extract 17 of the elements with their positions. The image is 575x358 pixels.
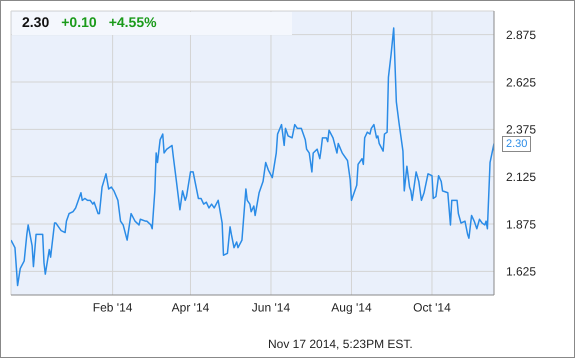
y-tick-label: 2.375 xyxy=(506,122,536,137)
annotation: +0.10 xyxy=(61,14,97,30)
x-tick-label: Jun '14 xyxy=(252,300,290,315)
annotation: +4.55% xyxy=(108,14,157,30)
y-tick-label: 2.625 xyxy=(506,75,536,90)
chart-title: 2.30 xyxy=(22,14,50,30)
text: Nov 17 2014, 5:23PM EST. xyxy=(268,337,413,351)
y-tick-label: 1.625 xyxy=(506,264,536,279)
y-tick-label: 2.125 xyxy=(506,170,536,184)
y-tick-label: 2.875 xyxy=(506,28,536,42)
x-tick-label: Apr '14 xyxy=(172,300,210,315)
x-tick-label: Oct '14 xyxy=(413,300,452,315)
text: 2.30 xyxy=(502,136,532,152)
line-series xyxy=(11,27,494,286)
x-tick-label: Aug '14 xyxy=(331,300,372,315)
x-tick-label: Feb '14 xyxy=(92,300,133,315)
y-tick-label: 1.875 xyxy=(506,217,536,232)
